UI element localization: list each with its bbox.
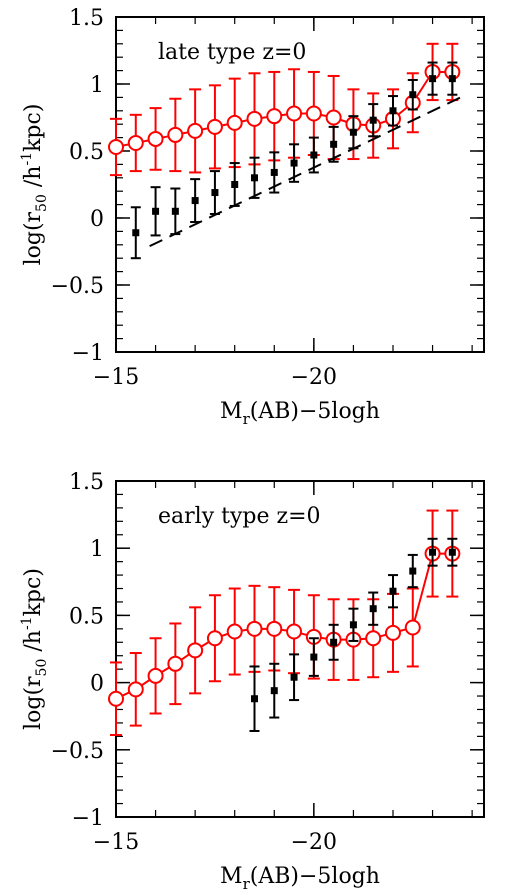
black-square-point — [349, 128, 357, 136]
red-circle-point — [286, 105, 303, 122]
black-square-point — [191, 197, 199, 205]
black-square-point — [290, 673, 298, 681]
red-circle-point — [266, 620, 283, 637]
black-square-point — [429, 75, 437, 83]
black-square-point — [310, 151, 318, 159]
y-tick-label: 0 — [90, 672, 104, 697]
black-square-point — [389, 587, 397, 595]
red-circle-point — [206, 630, 223, 647]
red-circle-point — [167, 126, 184, 143]
black-square-point — [448, 75, 456, 83]
red-circle-point — [226, 114, 243, 131]
black-square-point — [171, 207, 179, 215]
y-tick-label: −1 — [72, 341, 104, 366]
x-tick-label: −15 — [93, 830, 139, 855]
black-square-point — [270, 687, 278, 695]
red-model-line — [115, 552, 453, 700]
black-square-point — [349, 621, 357, 629]
y-tick-label: 0.5 — [69, 140, 104, 165]
red-circle-point — [266, 108, 283, 125]
panel-early-type: −1 −0.5 0 0.5 1 1.5 −15 −20 Mr(AB)−5logh log(r50 … — [19, 470, 485, 893]
red-circle-point — [246, 110, 263, 127]
black-square-point — [132, 229, 140, 237]
panel-annotation: late type z=0 — [158, 40, 306, 65]
y-tick-label: −1 — [72, 806, 104, 831]
panel-late-type: −1 −0.5 0 0.5 1 1.5 −15 −20 Mr(AB)−5logh log(r50 … — [19, 6, 485, 428]
y-tick-label: 1.5 — [69, 6, 104, 31]
red-circle-point — [147, 667, 164, 684]
red-circle-point — [108, 138, 124, 155]
black-square-point — [369, 605, 377, 613]
black-square-point — [330, 140, 338, 148]
red-circle-point — [246, 620, 263, 637]
black-square-point — [211, 189, 219, 197]
red-circle-point — [127, 681, 144, 698]
black-square-point — [250, 695, 258, 703]
black-square-point — [250, 174, 258, 182]
red-circle-point — [167, 655, 184, 672]
x-tick-label: −20 — [291, 365, 337, 390]
black-square-point — [330, 638, 338, 646]
black-square-point — [310, 653, 318, 661]
y-tick-label: 1 — [90, 73, 104, 98]
y-tick-label: 1 — [90, 537, 104, 562]
red-circle-point — [305, 105, 322, 122]
black-square-point — [448, 548, 456, 556]
black-square-point — [152, 207, 160, 215]
y-tick-label: −0.5 — [51, 739, 104, 764]
red-circle-point — [325, 109, 342, 126]
x-tick-label: −20 — [291, 830, 337, 855]
black-square-point — [409, 91, 417, 99]
black-square-point — [429, 548, 437, 556]
red-circle-point — [127, 134, 144, 151]
black-square-point — [409, 567, 417, 575]
red-circle-point — [226, 623, 243, 640]
y-axis-label: log(r50 /h-1kpc) — [19, 568, 50, 730]
red-circle-point — [206, 118, 223, 135]
red-circle-point — [108, 690, 124, 707]
x-tick-label: −15 — [93, 365, 139, 390]
red-circle-point — [286, 623, 303, 640]
red-circle-point — [187, 642, 204, 659]
red-circle-point — [404, 619, 421, 636]
plot-frame — [115, 480, 485, 818]
y-axis-label: log(r50 /h-1kpc) — [19, 104, 50, 266]
red-model-line — [115, 70, 453, 148]
red-circle-point — [147, 130, 164, 147]
black-square-point — [231, 181, 239, 188]
red-circle-point — [365, 630, 382, 647]
plot-frame — [115, 16, 485, 353]
y-tick-label: 1.5 — [69, 470, 104, 495]
black-square-point — [369, 116, 377, 124]
black-square-point — [290, 159, 298, 167]
y-tick-label: 0 — [90, 207, 104, 232]
black-square-point — [270, 168, 278, 176]
x-axis-label: Mr(AB)−5logh — [220, 864, 380, 893]
panel-annotation: early type z=0 — [158, 504, 321, 529]
x-axis-label: Mr(AB)−5logh — [220, 399, 380, 428]
red-circle-point — [187, 122, 204, 139]
red-circle-point — [384, 624, 401, 641]
dashed-fit-line — [149, 93, 467, 248]
y-tick-label: −0.5 — [51, 274, 104, 299]
y-tick-label: 0.5 — [69, 604, 104, 629]
black-square-point — [389, 107, 397, 115]
